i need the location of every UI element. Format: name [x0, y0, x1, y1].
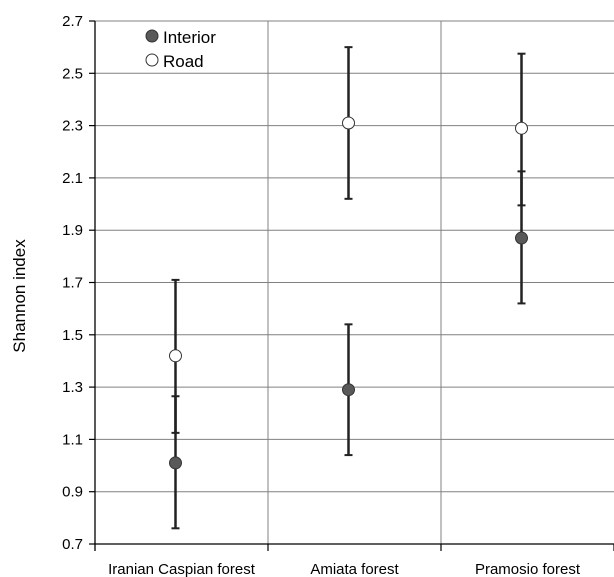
x-tick-label: Pramosio forest — [475, 561, 581, 577]
point-interior — [342, 383, 355, 397]
y-tick-label: 1.1 — [62, 431, 83, 448]
legend-label-road: Road — [163, 52, 204, 71]
legend-marker-road — [145, 53, 159, 67]
y-tick-label: 0.7 — [62, 536, 83, 553]
point-interior — [515, 231, 528, 245]
y-tick-label: 1.5 — [62, 327, 83, 344]
grid — [95, 20, 614, 544]
data-markers — [169, 116, 528, 470]
point-road — [169, 349, 182, 363]
y-tick-label: 0.9 — [62, 484, 83, 501]
y-tick-label: 1.3 — [62, 379, 83, 396]
y-tick-label: 2.1 — [62, 170, 83, 187]
y-tick-label: 2.3 — [62, 118, 83, 135]
x-tick-label: Amiata forest — [310, 561, 399, 577]
legend-label-interior: Interior — [163, 28, 216, 47]
point-road — [342, 116, 355, 130]
axes — [89, 20, 614, 551]
x-tick-label: Iranian Caspian forest — [108, 561, 256, 577]
y-tick-label: 1.7 — [62, 275, 83, 292]
y-axis-label: Shannon index — [10, 239, 29, 353]
point-interior — [169, 456, 182, 470]
y-tick-labels: 0.7 0.9 1.1 1.3 1.5 1.7 1.9 2.1 2.3 2.5 2.7 — [62, 13, 83, 553]
x-tick-labels: Iranian Caspian forest Amiata forest Pramo… — [108, 561, 581, 577]
y-tick-label: 2.7 — [62, 13, 83, 30]
y-tick-label: 2.5 — [62, 65, 83, 82]
legend: Interior Road — [145, 28, 216, 71]
point-road — [515, 121, 528, 135]
y-tick-label: 1.9 — [62, 222, 83, 239]
legend-marker-interior — [145, 29, 159, 43]
